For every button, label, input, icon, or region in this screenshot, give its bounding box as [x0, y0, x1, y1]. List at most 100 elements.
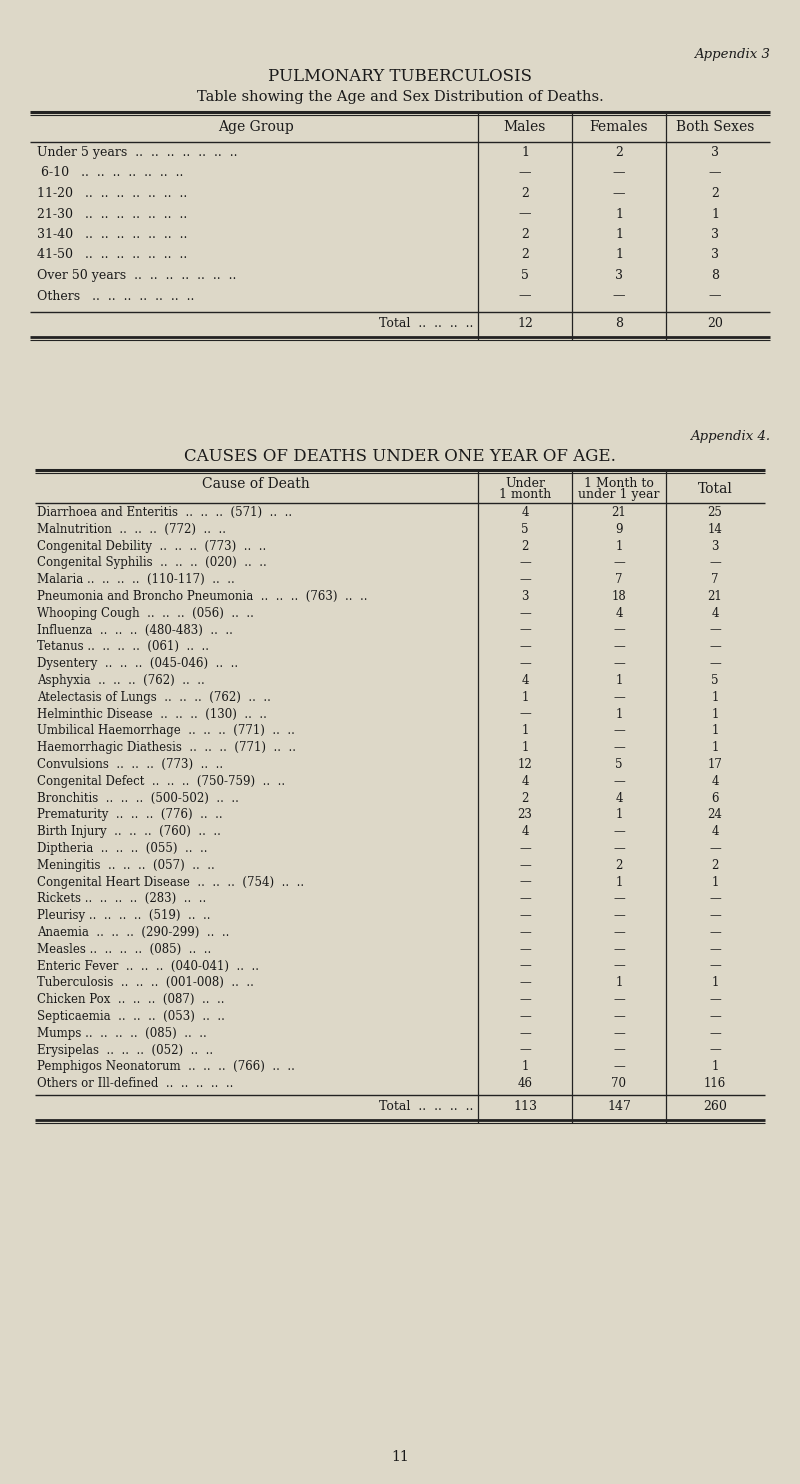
Text: Mumps ..  ..  ..  ..  (085)  ..  ..: Mumps .. .. .. .. (085) .. ..	[37, 1027, 206, 1040]
Text: 1: 1	[615, 208, 623, 221]
Text: 1 Month to: 1 Month to	[584, 476, 654, 490]
Text: Age Group: Age Group	[218, 120, 294, 134]
Text: —: —	[519, 993, 531, 1006]
Text: 2: 2	[521, 248, 529, 261]
Text: 4: 4	[522, 775, 529, 788]
Text: —: —	[519, 876, 531, 889]
Text: 12: 12	[517, 318, 533, 329]
Text: —: —	[613, 556, 625, 570]
Text: Bronchitis  ..  ..  ..  (500-502)  ..  ..: Bronchitis .. .. .. (500-502) .. ..	[37, 791, 239, 804]
Text: Convulsions  ..  ..  ..  (773)  ..  ..: Convulsions .. .. .. (773) .. ..	[37, 758, 223, 772]
Text: Influenza  ..  ..  ..  (480-483)  ..  ..: Influenza .. .. .. (480-483) .. ..	[37, 623, 233, 637]
Text: 4: 4	[711, 607, 718, 620]
Text: Total  ..  ..  ..  ..: Total .. .. .. ..	[378, 1100, 473, 1113]
Text: —: —	[709, 623, 721, 637]
Text: 1: 1	[711, 724, 718, 738]
Text: Prematurity  ..  ..  ..  (776)  ..  ..: Prematurity .. .. .. (776) .. ..	[37, 809, 222, 822]
Text: —: —	[519, 892, 531, 905]
Text: —: —	[613, 993, 625, 1006]
Text: 21: 21	[708, 591, 722, 603]
Text: under 1 year: under 1 year	[578, 488, 660, 502]
Text: 2: 2	[711, 187, 719, 200]
Text: —: —	[613, 825, 625, 838]
Text: 1: 1	[522, 690, 529, 703]
Text: 1: 1	[522, 724, 529, 738]
Text: 5: 5	[522, 522, 529, 536]
Text: 4: 4	[522, 825, 529, 838]
Text: —: —	[519, 1011, 531, 1022]
Text: 1: 1	[711, 876, 718, 889]
Text: 3: 3	[711, 145, 719, 159]
Text: Tetanus ..  ..  ..  ..  (061)  ..  ..: Tetanus .. .. .. .. (061) .. ..	[37, 641, 209, 653]
Text: Dysentery  ..  ..  ..  (045-046)  ..  ..: Dysentery .. .. .. (045-046) .. ..	[37, 657, 238, 671]
Text: 4: 4	[522, 506, 529, 519]
Text: Congenital Syphilis  ..  ..  ..  (020)  ..  ..: Congenital Syphilis .. .. .. (020) .. ..	[37, 556, 266, 570]
Text: Chicken Pox  ..  ..  ..  (087)  ..  ..: Chicken Pox .. .. .. (087) .. ..	[37, 993, 225, 1006]
Text: 9: 9	[615, 522, 622, 536]
Text: 1: 1	[615, 674, 622, 687]
Text: 4: 4	[711, 825, 718, 838]
Text: Pneumonia and Broncho Pneumonia  ..  ..  ..  (763)  ..  ..: Pneumonia and Broncho Pneumonia .. .. ..…	[37, 591, 367, 603]
Text: Total  ..  ..  ..  ..: Total .. .. .. ..	[378, 318, 473, 329]
Text: 1: 1	[522, 1061, 529, 1073]
Text: —: —	[518, 289, 531, 303]
Text: —: —	[613, 166, 626, 180]
Text: —: —	[519, 960, 531, 972]
Text: 2: 2	[615, 859, 622, 871]
Text: Asphyxia  ..  ..  ..  (762)  ..  ..: Asphyxia .. .. .. (762) .. ..	[37, 674, 205, 687]
Text: 1: 1	[711, 690, 718, 703]
Text: 21-30   ..  ..  ..  ..  ..  ..  ..: 21-30 .. .. .. .. .. .. ..	[37, 208, 187, 221]
Text: —: —	[519, 708, 531, 721]
Text: —: —	[613, 690, 625, 703]
Text: Malnutrition  ..  ..  ..  (772)  ..  ..: Malnutrition .. .. .. (772) .. ..	[37, 522, 226, 536]
Text: —: —	[709, 657, 721, 671]
Text: Males: Males	[504, 120, 546, 134]
Text: Under 5 years  ..  ..  ..  ..  ..  ..  ..: Under 5 years .. .. .. .. .. .. ..	[37, 145, 238, 159]
Text: 23: 23	[518, 809, 533, 822]
Text: 11-20   ..  ..  ..  ..  ..  ..  ..: 11-20 .. .. .. .. .. .. ..	[37, 187, 187, 200]
Text: Anaemia  ..  ..  ..  (290-299)  ..  ..: Anaemia .. .. .. (290-299) .. ..	[37, 926, 230, 939]
Text: 18: 18	[612, 591, 626, 603]
Text: 2: 2	[522, 791, 529, 804]
Text: Birth Injury  ..  ..  ..  (760)  ..  ..: Birth Injury .. .. .. (760) .. ..	[37, 825, 221, 838]
Text: —: —	[519, 976, 531, 990]
Text: —: —	[519, 942, 531, 956]
Text: 11: 11	[391, 1450, 409, 1465]
Text: Whooping Cough  ..  ..  ..  (056)  ..  ..: Whooping Cough .. .. .. (056) .. ..	[37, 607, 254, 620]
Text: 8: 8	[711, 269, 719, 282]
Text: 147: 147	[607, 1100, 631, 1113]
Text: 6: 6	[711, 791, 718, 804]
Text: —: —	[518, 208, 531, 221]
Text: —: —	[613, 289, 626, 303]
Text: 2: 2	[521, 187, 529, 200]
Text: 2: 2	[615, 145, 623, 159]
Text: —: —	[613, 910, 625, 922]
Text: —: —	[613, 775, 625, 788]
Text: Atelectasis of Lungs  ..  ..  ..  (762)  ..  ..: Atelectasis of Lungs .. .. .. (762) .. .…	[37, 690, 271, 703]
Text: Malaria ..  ..  ..  ..  (110-117)  ..  ..: Malaria .. .. .. .. (110-117) .. ..	[37, 573, 234, 586]
Text: —: —	[613, 960, 625, 972]
Text: Diptheria  ..  ..  ..  (055)  ..  ..: Diptheria .. .. .. (055) .. ..	[37, 841, 207, 855]
Text: —: —	[709, 556, 721, 570]
Text: —: —	[519, 573, 531, 586]
Text: 1: 1	[711, 976, 718, 990]
Text: 3: 3	[711, 229, 719, 240]
Text: —: —	[613, 623, 625, 637]
Text: —: —	[709, 1043, 721, 1057]
Text: Septicaemia  ..  ..  ..  (053)  ..  ..: Septicaemia .. .. .. (053) .. ..	[37, 1011, 225, 1022]
Text: Others   ..  ..  ..  ..  ..  ..  ..: Others .. .. .. .. .. .. ..	[37, 289, 194, 303]
Text: Rickets ..  ..  ..  ..  (283)  ..  ..: Rickets .. .. .. .. (283) .. ..	[37, 892, 206, 905]
Text: 20: 20	[707, 318, 723, 329]
Text: —: —	[519, 623, 531, 637]
Text: —: —	[709, 910, 721, 922]
Text: —: —	[613, 841, 625, 855]
Text: 1: 1	[711, 708, 718, 721]
Text: —: —	[709, 641, 721, 653]
Text: 1: 1	[615, 540, 622, 552]
Text: 3: 3	[711, 540, 718, 552]
Text: 4: 4	[711, 775, 718, 788]
Text: 41-50   ..  ..  ..  ..  ..  ..  ..: 41-50 .. .. .. .. .. .. ..	[37, 248, 187, 261]
Text: 46: 46	[518, 1077, 533, 1091]
Text: 4: 4	[615, 791, 622, 804]
Text: 1: 1	[711, 741, 718, 754]
